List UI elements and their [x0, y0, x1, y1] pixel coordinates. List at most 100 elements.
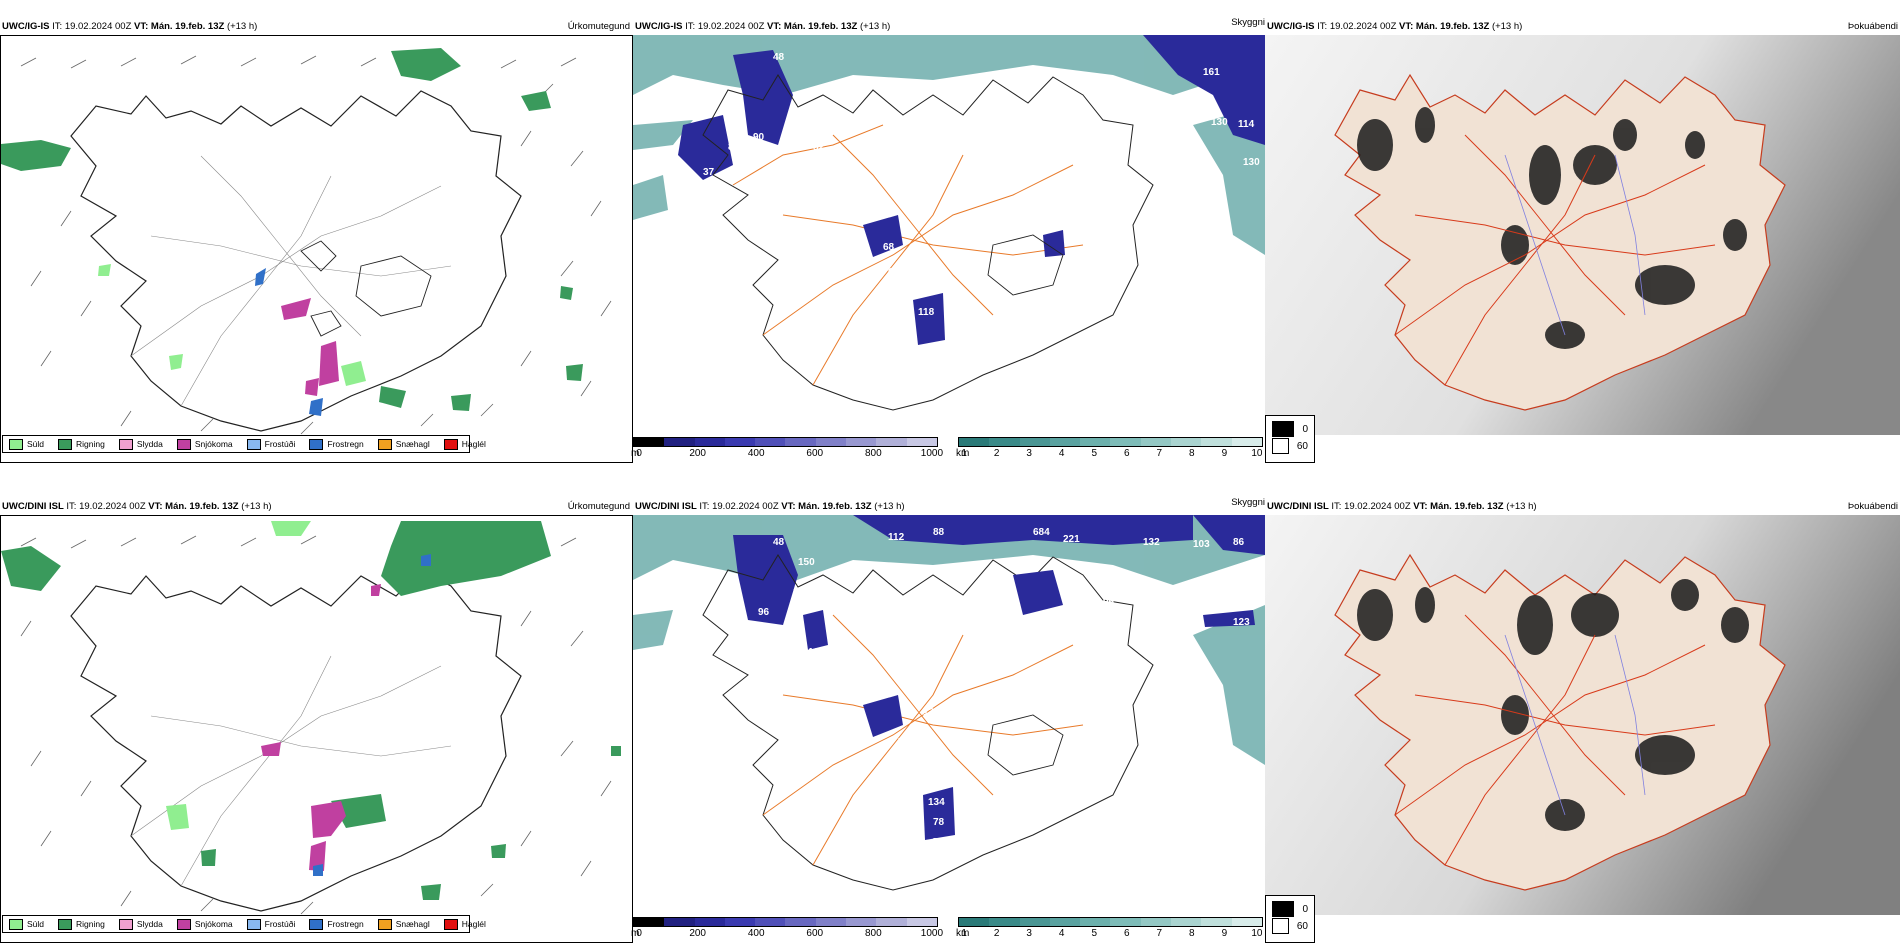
colorbar-cell: [1049, 438, 1081, 446]
sea-low-vis: [733, 515, 1265, 627]
colorbar-tick-label: 6: [1123, 928, 1130, 939]
iceland-land: [1334, 553, 1786, 891]
panel-title: UWC/IG-IS IT: 19.02.2024 00Z VT: Mán. 19…: [635, 21, 891, 32]
visibility-value-label: 74: [898, 737, 910, 748]
fog-legend-value: 0: [1302, 903, 1308, 915]
fog-legend-item: 0: [1272, 421, 1308, 437]
iceland-outline: [702, 554, 1154, 891]
visibility-value-label: 86: [728, 142, 740, 153]
visibility-value-label: 96: [1103, 597, 1115, 608]
panel-title: UWC/IG-IS IT: 19.02.2024 00Z VT: Mán. 19…: [1267, 21, 1523, 32]
glaciers: [987, 714, 1064, 776]
fog-patches: [1357, 579, 1749, 831]
colorbar-cell: [755, 918, 786, 926]
precip-snow: [261, 584, 381, 871]
precip-legend: Súld Rigning Slydda Snjókoma Frostúði Frostre…: [2, 915, 486, 933]
visibility-colorbar-km: 1 2 3 4 5 6 7 8 9 10 km: [956, 917, 1263, 939]
visibility-value-label: 88: [933, 527, 945, 538]
fog-legend-value: 0: [1302, 423, 1308, 435]
legend-swatch: [118, 918, 133, 930]
colorbar-tick-label: 0: [636, 448, 642, 459]
colorbar-cell: [1080, 918, 1111, 926]
colorbar-tick-label: 7: [1156, 448, 1163, 459]
colorbar-cell: [664, 918, 695, 926]
legend-swatch: [9, 438, 23, 450]
colorbar-cell: [1140, 438, 1172, 446]
visibility-value-label: 52: [813, 142, 825, 153]
roads: [130, 155, 452, 407]
precip-panel: UWC/IG-IS IT: 19.02.2024 00Z VT: Mán. 19…: [0, 15, 633, 465]
colorbar-cell: [815, 438, 847, 446]
visibility-value-label: 62: [913, 347, 925, 358]
colorbar-tick-label: 400: [747, 448, 765, 459]
visibility-value-label: 149: [788, 622, 805, 633]
iceland-outline: [70, 90, 522, 432]
visibility-value-label: 112: [888, 532, 905, 543]
roads: [1394, 614, 1716, 866]
legend-item: Haglél: [443, 918, 486, 930]
field-name: Úrkomutegund: [567, 21, 630, 32]
legend-item: Frostregn: [309, 438, 364, 450]
visibility-value-label: 59: [933, 357, 945, 368]
colorbar-tick-label: 3: [1026, 928, 1032, 939]
inland-low-vis: [863, 215, 1065, 345]
visibility-value-label: 135: [793, 587, 810, 598]
row-ig-is: UWC/IG-IS IT: 19.02.2024 00Z VT: Mán. 19…: [0, 15, 1900, 465]
visibility-map: 48 150 135 96 149 167 74 123 134 78 42 77 12 96 112 88 6…: [633, 515, 1265, 915]
colorbar-tick-label: 7: [1156, 928, 1163, 939]
legend-swatch: [443, 438, 458, 450]
panel-title: UWC/IG-IS IT: 19.02.2024 00Z VT: Mán. 19…: [2, 21, 258, 32]
precip-freezing: [255, 268, 323, 416]
colorbar-tick-label: 800: [864, 928, 882, 939]
colorbar-cell: [906, 438, 937, 446]
legend-item: Frostregn: [309, 918, 364, 930]
colorbar-cell: [634, 918, 665, 926]
legend-label: Slydda: [136, 919, 163, 929]
visibility-value-label: 123: [1233, 617, 1250, 628]
field-name: Þokuábendi: [1847, 501, 1898, 512]
legend-swatch: [309, 438, 324, 450]
wind-barbs: [20, 535, 612, 915]
legend-swatch: [246, 438, 261, 450]
legend-swatch: [58, 438, 73, 450]
legend-item: Frostúði: [246, 918, 295, 930]
fog-map: [1265, 515, 1900, 915]
colorbar-cell: [959, 918, 990, 926]
colorbar-cell: [1019, 438, 1050, 446]
colorbar-cells: [958, 437, 1263, 447]
colorbar-cell: [1049, 918, 1081, 926]
colorbar-tick-label: 1: [961, 928, 967, 939]
precip-legend: Súld Rigning Slydda Snjókoma Frostúði Frostre…: [2, 435, 486, 453]
visibility-value-label: 37: [703, 167, 715, 178]
legend-item: Snæhagl: [377, 918, 430, 930]
fog-legend-item: 60: [1272, 918, 1308, 934]
legend-swatch: [309, 918, 324, 930]
fog-map: [1265, 35, 1900, 435]
colorbar-tick-label: 2: [993, 448, 1000, 459]
colorbar-cell: [846, 438, 877, 446]
colorbar-tick-label: 9: [1221, 928, 1228, 939]
iceland-outline: [70, 570, 522, 912]
colorbar-cell: [1019, 918, 1050, 926]
legend-item: Rigning: [58, 438, 105, 450]
colorbar-tick-label: 0: [636, 928, 642, 939]
colorbar-cell: [724, 438, 756, 446]
visibility-value-label: 167: [808, 647, 825, 658]
fog-legend-swatch: [1272, 421, 1295, 437]
colorbar-cell: [724, 918, 756, 926]
visibility-value-label: 130: [1211, 117, 1228, 128]
legend-swatch: [9, 918, 23, 930]
colorbar-tick-label: 4: [1058, 448, 1065, 459]
fog-legend-swatch: [1272, 918, 1289, 934]
colorbar-cells: [633, 437, 938, 447]
visibility-value-label: 78: [933, 817, 945, 828]
colorbar-cell: [1140, 918, 1172, 926]
visibility-value-label: 77: [933, 837, 945, 848]
fog-panel: UWC/IG-IS IT: 19.02.2024 00Z VT: Mán. 19…: [1265, 15, 1900, 465]
roads: [762, 614, 1084, 866]
visibility-value-label: 12: [1053, 607, 1065, 618]
legend-swatch: [246, 918, 261, 930]
visibility-value-label: 123: [923, 707, 940, 718]
legend-item: Snæhagl: [377, 438, 430, 450]
visibility-value-label: 161: [1203, 67, 1220, 78]
